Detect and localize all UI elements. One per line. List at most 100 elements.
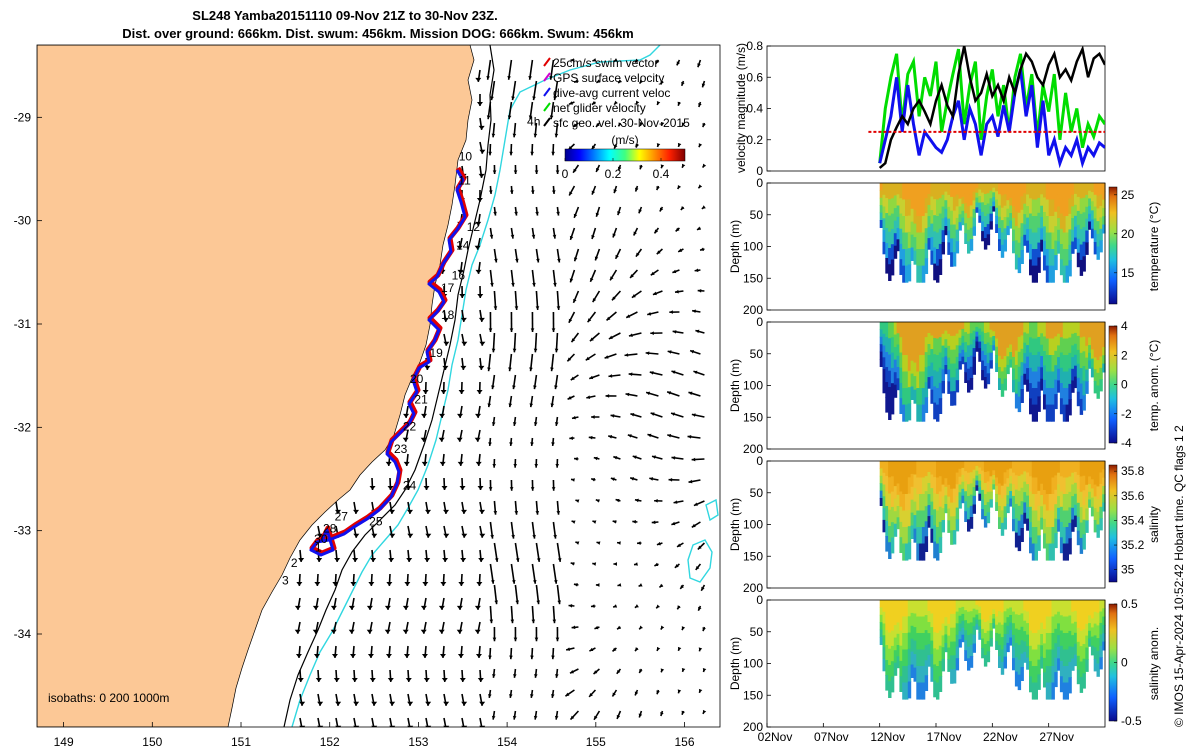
- geo-velocity-arrow: [294, 597, 301, 610]
- section-cell: [989, 360, 993, 369]
- geo-velocity-arrow: [458, 381, 465, 395]
- section-cell: [1093, 647, 1098, 660]
- section-cell: [1048, 404, 1053, 422]
- section-cell: [964, 620, 968, 631]
- geo-velocity-arrow: [507, 101, 513, 120]
- section-cell: [893, 511, 898, 525]
- section-cell: [1029, 506, 1033, 523]
- section-cell: [919, 682, 923, 700]
- section-cell: [1088, 352, 1092, 362]
- geo-velocity-arrow: [534, 164, 539, 175]
- section-cell: [1026, 345, 1030, 358]
- section-cell: [950, 322, 954, 337]
- time-tick-label: 12Nov: [870, 730, 905, 744]
- section-cell: [1074, 322, 1078, 334]
- section-cell: [1062, 510, 1067, 528]
- section-cell: [930, 349, 934, 364]
- section-cell: [1076, 669, 1081, 685]
- section-cell: [919, 183, 923, 201]
- geo-velocity-arrow: [513, 458, 518, 468]
- section-cell: [882, 322, 886, 335]
- section-cell: [961, 203, 965, 212]
- geo-velocity-arrow: [593, 710, 601, 721]
- section-cell: [1009, 183, 1013, 192]
- section-cell: [1006, 339, 1010, 349]
- section-cell: [885, 258, 889, 274]
- section-cell: [1099, 483, 1103, 496]
- geo-velocity-arrow: [554, 374, 559, 390]
- section-cell: [972, 183, 976, 193]
- section-cell: [1065, 249, 1069, 267]
- section-cell: [964, 213, 968, 224]
- section-cell: [890, 183, 895, 199]
- section-cell: [1082, 519, 1086, 535]
- section-cell: [1082, 256, 1086, 272]
- geo-velocity-arrow: [596, 541, 601, 545]
- map-xtick-label: 152: [320, 735, 340, 749]
- section-cell: [1034, 371, 1038, 389]
- section-cell: [1090, 609, 1095, 619]
- section-cell: [986, 651, 991, 663]
- section-cell: [972, 643, 976, 653]
- section-cell: [1062, 322, 1067, 340]
- section-cell: [924, 630, 929, 646]
- geo-velocity-arrow: [616, 541, 621, 545]
- section-cell: [1017, 674, 1022, 691]
- section-cell: [969, 322, 974, 334]
- section-cell: [1026, 518, 1030, 531]
- section-cell: [1082, 241, 1086, 257]
- section-cell: [888, 264, 892, 281]
- geo-velocity-arrow: [456, 621, 463, 634]
- credit-text: © IMOS 15-Apr-2024 10:52:42 Hobart time.…: [1172, 425, 1186, 727]
- section-cell: [975, 465, 979, 472]
- section-cell: [961, 467, 965, 476]
- section-cell: [972, 339, 976, 349]
- section-cell: [1034, 543, 1038, 561]
- section-cell: [972, 626, 976, 636]
- section-cell: [902, 371, 906, 389]
- section-cell: [1090, 367, 1095, 378]
- figure-title-line1: SL248 Yamba20151110 09-Nov 21Z to 30-Nov…: [192, 8, 497, 23]
- geo-velocity-arrow: [425, 693, 432, 706]
- section-cell: [930, 488, 934, 503]
- section-cell: [1017, 212, 1022, 229]
- section-cell: [882, 635, 886, 648]
- geo-velocity-arrow: [677, 248, 684, 253]
- section-cell: [981, 499, 985, 510]
- section-cell: [958, 337, 962, 347]
- geo-velocity-arrow: [491, 710, 496, 720]
- geo-velocity-arrow: [442, 357, 449, 371]
- section-cell: [1054, 489, 1058, 505]
- section-cell: [882, 241, 886, 255]
- section-cell: [1085, 369, 1089, 382]
- section-cell: [1034, 477, 1038, 495]
- section-cell: [1062, 265, 1067, 283]
- section-cell: [961, 474, 965, 483]
- section-cell: [1012, 183, 1016, 196]
- legend-item: dive-avg current veloc: [543, 86, 670, 100]
- section-cell: [972, 200, 976, 210]
- section-cell: [890, 398, 895, 415]
- section-cell: [919, 477, 923, 495]
- section-cell: [998, 611, 1002, 623]
- geo-velocity-arrow: [653, 227, 660, 234]
- section-cell: [913, 237, 917, 252]
- section-cell: [888, 600, 892, 617]
- geo-velocity-arrow: [350, 573, 357, 587]
- geo-velocity-arrow: [631, 290, 642, 299]
- section-cell: [1043, 629, 1047, 645]
- section-cell: [995, 199, 999, 209]
- track-day-label: 30: [314, 532, 328, 546]
- section-cell: [1079, 198, 1084, 215]
- section-cell: [992, 192, 996, 198]
- section-cell: [907, 248, 912, 266]
- section-cell: [882, 600, 886, 613]
- geo-velocity-arrow: [477, 285, 484, 299]
- section-colorbar-tick-label: 0: [1121, 378, 1128, 392]
- section-cell: [1017, 351, 1022, 368]
- section-cell: [1096, 486, 1100, 500]
- geo-velocity-arrow: [533, 710, 538, 720]
- section-cell: [972, 478, 976, 488]
- section-cell: [983, 194, 988, 206]
- section-cell: [913, 183, 917, 198]
